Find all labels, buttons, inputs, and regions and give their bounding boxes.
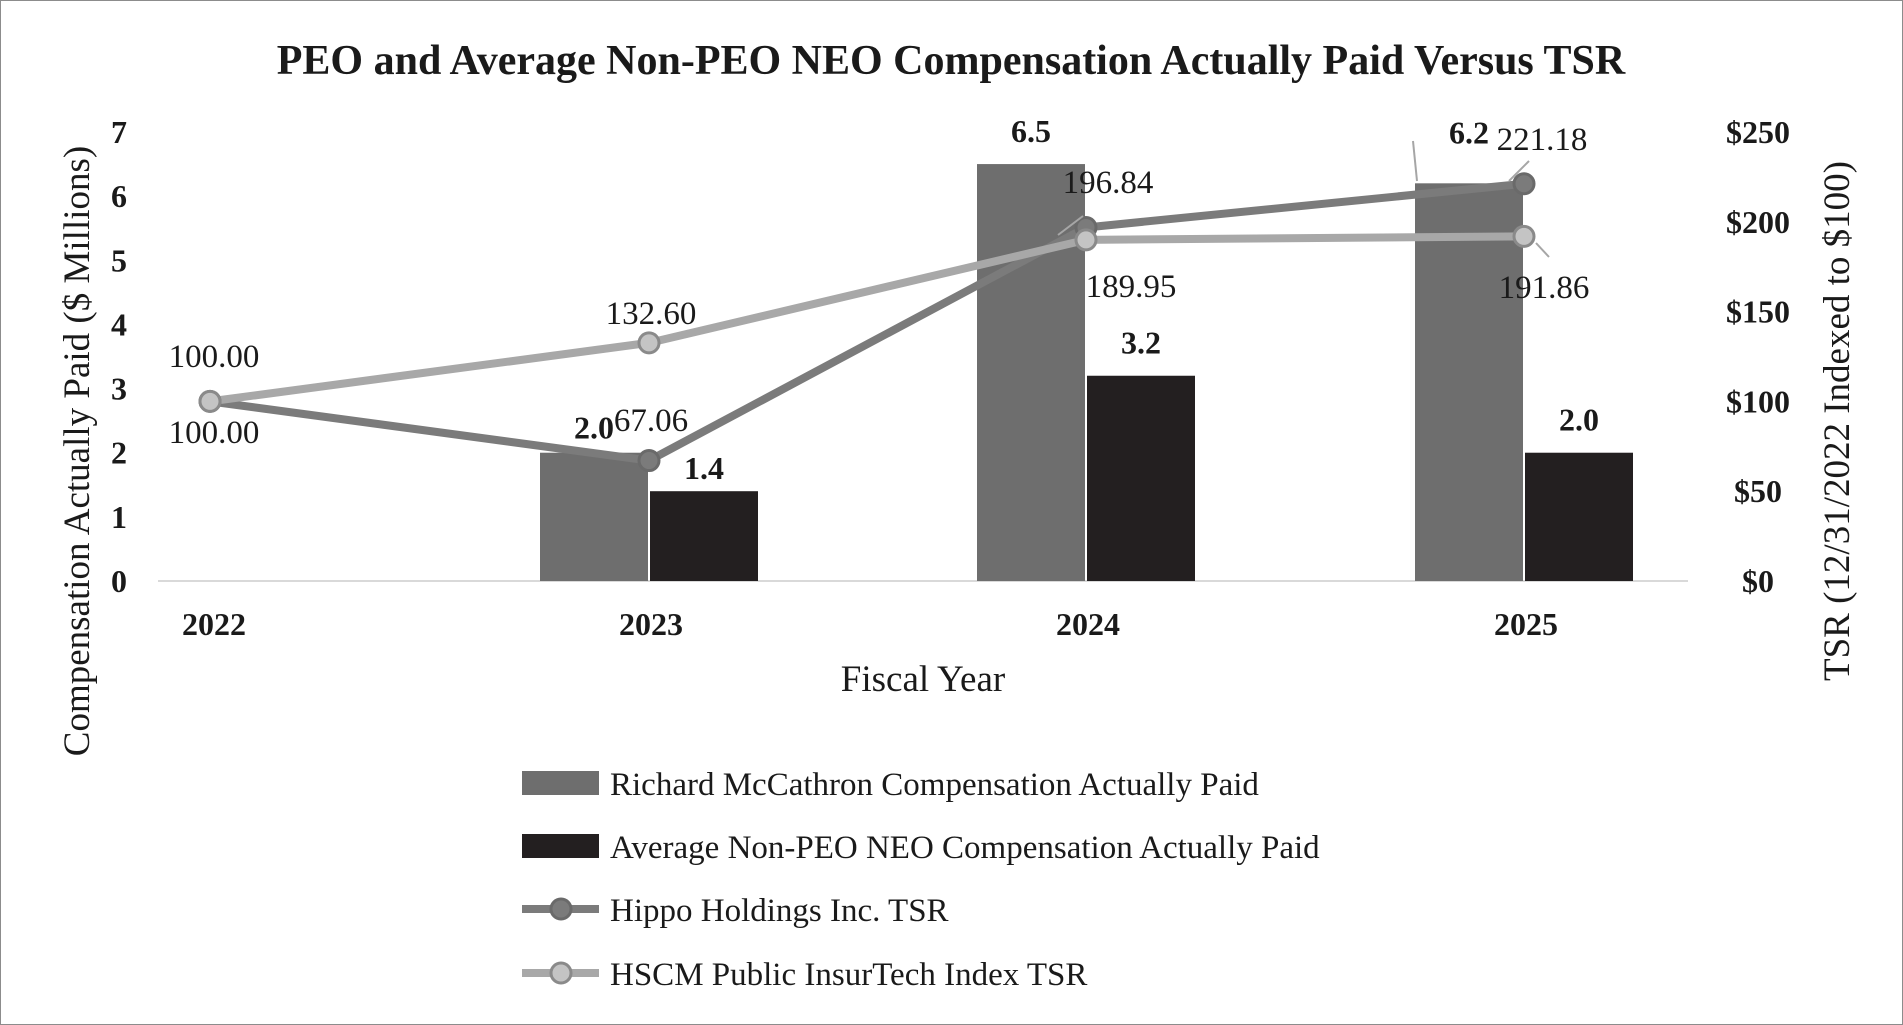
bars-layer: [540, 164, 1633, 582]
legend-swatch: [522, 771, 599, 795]
data-point-marker: [637, 331, 661, 355]
data-point-marker: [1074, 228, 1098, 252]
y2-tick-label: $100: [1726, 383, 1790, 419]
leader-lines: [1057, 140, 1550, 258]
y-tick-label: 3: [111, 371, 127, 407]
y2-tick-label: $150: [1726, 294, 1790, 330]
line-value-label: 196.84: [1063, 165, 1154, 201]
bar-value-label: 6.5: [1011, 113, 1051, 149]
bar-value-label: 2.0: [574, 410, 614, 446]
legend-label: Richard McCathron Compensation Actually …: [610, 767, 1259, 803]
chart-title: PEO and Average Non-PEO NEO Compensation…: [277, 38, 1626, 84]
right-axis-ticks: $0 $50 $100 $150 $200 $250: [1726, 114, 1790, 599]
y-axis-title: Compensation Actually Paid ($ Millions): [57, 146, 98, 756]
leader-line: [1535, 242, 1550, 258]
bar-value-label: 1.4: [684, 450, 724, 486]
left-axis-ticks: 0 1 2 3 4 5 6 7: [111, 114, 127, 599]
data-point-marker: [198, 389, 222, 413]
line-value-label: 221.18: [1497, 122, 1588, 158]
legend-label: HSCM Public InsurTech Index TSR: [610, 957, 1087, 993]
y2-tick-label: $50: [1734, 473, 1782, 509]
bar: [540, 452, 648, 581]
y-tick-label: 5: [111, 242, 127, 278]
bar-value-label: 6.2: [1449, 114, 1489, 150]
y2-tick-label: $200: [1726, 204, 1790, 240]
y-tick-label: 1: [111, 499, 127, 535]
y-tick-label: 7: [111, 114, 127, 150]
x-tick-label: 2022: [182, 606, 246, 642]
legend-marker: [549, 897, 573, 921]
data-labels-layer: 2.0 6.5 6.2 1.4 3.2 2.0 100.00 67.06 196.84 221.1…: [169, 113, 1599, 486]
line-value-label: 100.00: [169, 339, 260, 375]
leader-line: [1057, 215, 1084, 236]
line-value-label: 100.00: [169, 415, 260, 451]
bar-value-label: 3.2: [1121, 325, 1161, 361]
y-tick-label: 0: [111, 563, 127, 599]
line-value-label: 189.95: [1086, 269, 1177, 305]
legend-marker: [549, 961, 573, 985]
bar: [1087, 375, 1195, 581]
bar: [1525, 452, 1633, 581]
leader-line: [1508, 160, 1530, 182]
line-value-label: 132.60: [606, 296, 697, 332]
bar: [650, 491, 758, 581]
data-point-marker: [1512, 172, 1536, 196]
legend: Richard McCathron Compensation Actually …: [522, 767, 1320, 993]
y-tick-label: 4: [111, 306, 127, 342]
legend-swatch: [522, 834, 599, 858]
series-line: [209, 232, 1525, 406]
data-point-marker: [637, 449, 661, 473]
data-point-marker: [1512, 224, 1536, 248]
lines-layer: [198, 172, 1536, 473]
x-tick-label: 2024: [1056, 606, 1120, 642]
line-value-label: 191.86: [1499, 270, 1590, 306]
y2-axis-title: TSR (12/31/2022 Indexed to $100): [1817, 161, 1858, 681]
y2-tick-label: $0: [1742, 563, 1774, 599]
bar-value-label: 2.0: [1559, 402, 1599, 438]
x-axis-title: Fiscal Year: [841, 659, 1005, 700]
x-tick-label: 2025: [1494, 606, 1558, 642]
x-tick-label: 2023: [619, 606, 683, 642]
y2-tick-label: $250: [1726, 114, 1790, 150]
line-value-label: 67.06: [614, 403, 688, 439]
x-axis-ticks: 2022 2023 2024 2025: [182, 606, 1558, 642]
bar: [1415, 183, 1523, 582]
leader-line: [1412, 140, 1418, 182]
legend-label: Hippo Holdings Inc. TSR: [610, 893, 949, 929]
y-tick-label: 6: [111, 178, 127, 214]
series-line: [209, 179, 1525, 465]
legend-label: Average Non-PEO NEO Compensation Actuall…: [610, 830, 1320, 866]
y-tick-label: 2: [111, 435, 127, 471]
